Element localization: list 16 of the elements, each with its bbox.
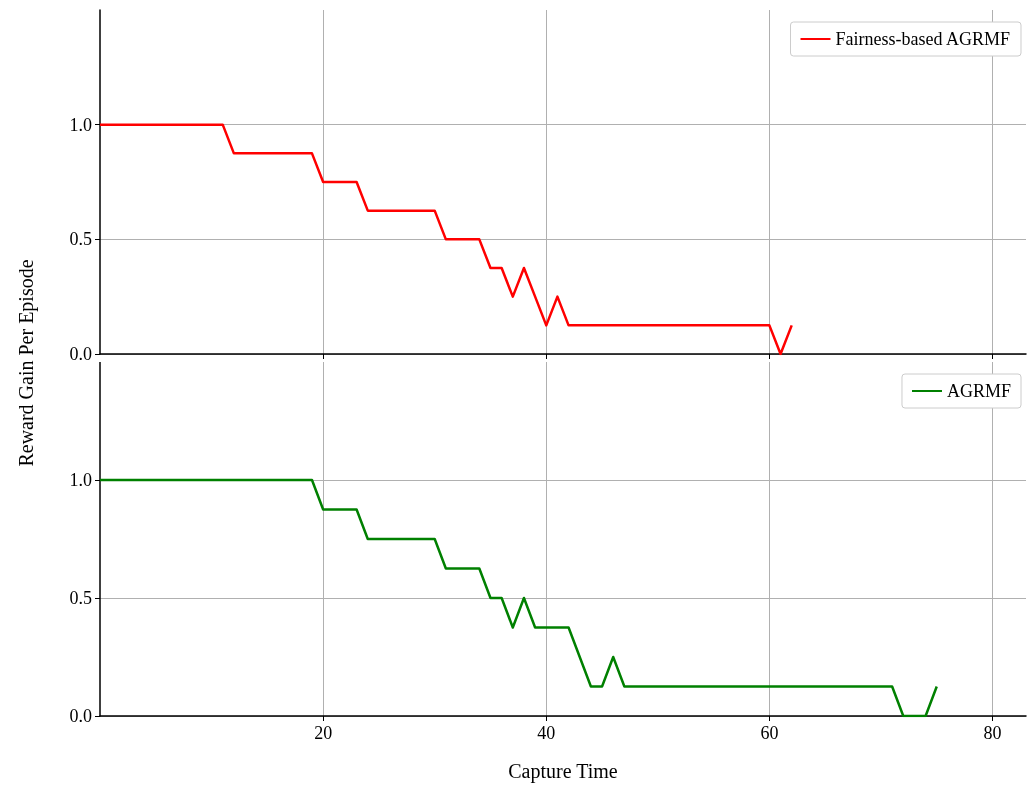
y-tick-label: 0.0 [69, 706, 92, 726]
line-series [98, 123, 793, 356]
line-series [98, 478, 938, 718]
y-tick-label: 0.0 [69, 344, 92, 364]
legend-label: Fairness-based AGRMF [835, 29, 1011, 49]
y-tick-label: 0.5 [69, 588, 92, 608]
y-tick-label: 1.0 [69, 470, 92, 490]
x-tick-label: 20 [314, 723, 333, 743]
x-tick-label: 60 [760, 723, 779, 743]
y-tick-label: 1.0 [69, 114, 92, 135]
y-tick-label: 0.5 [69, 229, 92, 250]
x-axis-title: Capture Time [508, 760, 618, 783]
legend-label: AGRMF [946, 381, 1012, 401]
x-tick-label: 80 [983, 723, 1002, 743]
y-axis-title: Reward Gain Per Episode [14, 259, 38, 467]
x-tick-label: 40 [537, 723, 556, 743]
